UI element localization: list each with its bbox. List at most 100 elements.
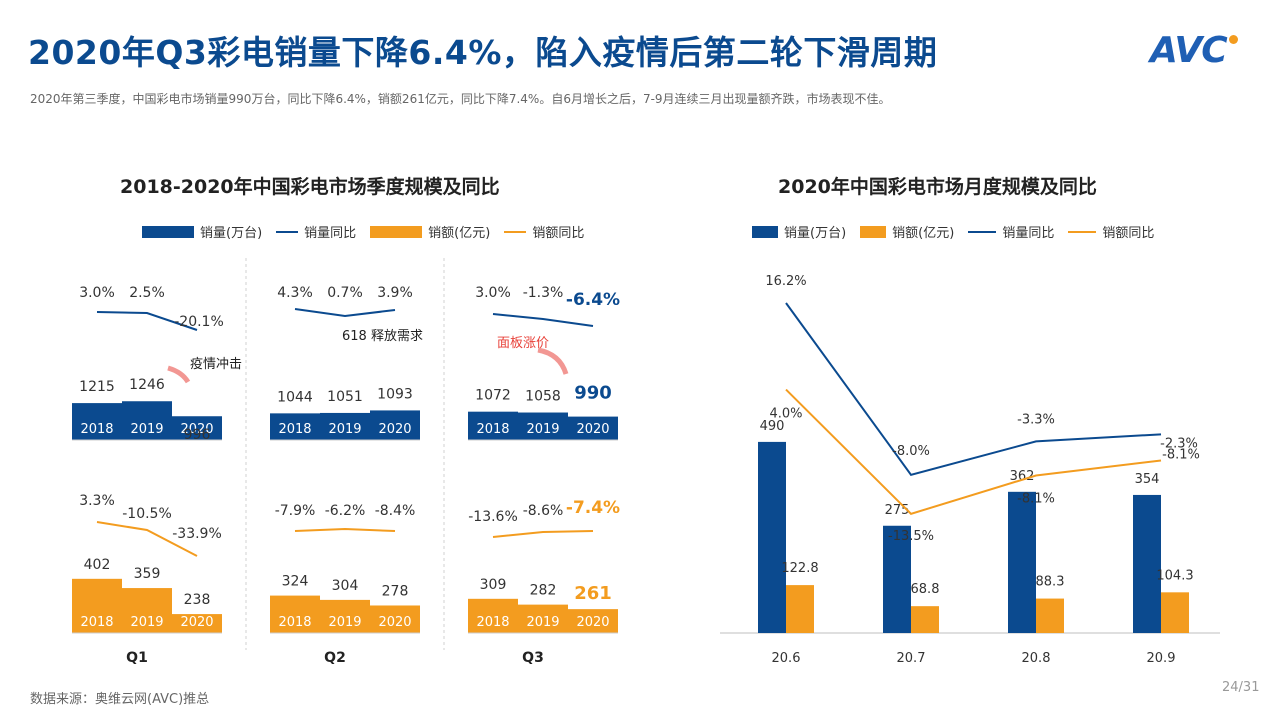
bar-year-label: 2019 bbox=[130, 422, 163, 437]
sales-value-label: 324 bbox=[282, 574, 309, 590]
quarter-label: Q3 bbox=[522, 650, 544, 666]
volume-value-label: 990 bbox=[574, 383, 612, 404]
annotation-arrow bbox=[167, 365, 191, 384]
volume-value-label: 1093 bbox=[377, 386, 413, 402]
legend-swatch-blue-line bbox=[276, 230, 299, 233]
bar-year-label: 2020 bbox=[378, 422, 411, 437]
sales-value-label: 402 bbox=[84, 557, 111, 573]
legend-item-volume: 销量(万台) bbox=[752, 222, 846, 241]
sales-bar bbox=[122, 588, 172, 633]
legend-label: 销量同比 bbox=[304, 226, 357, 241]
sales-yoy-line bbox=[294, 527, 396, 532]
annotation-label: 面板涨价 bbox=[497, 336, 549, 351]
volume-yoy-label: 16.2% bbox=[765, 274, 806, 289]
bar-year-label: 2020 bbox=[180, 422, 213, 437]
legend-label: 销量同比 bbox=[1002, 226, 1055, 241]
page-subtitle: 2020年第三季度，中国彩电市场销量990万台，同比下降6.4%，销额261亿元… bbox=[30, 92, 891, 106]
volume-value-label: 354 bbox=[1135, 472, 1160, 487]
bar-year-label: 2020 bbox=[576, 422, 609, 437]
left-chart-title: 2018-2020年中国彩电市场季度规模及同比 bbox=[120, 176, 500, 198]
sales-value-label: 304 bbox=[332, 578, 359, 594]
bar-year-label: 2020 bbox=[576, 615, 609, 630]
sales-yoy-label: -13.5% bbox=[888, 529, 934, 544]
volume-value-label: 1051 bbox=[327, 389, 363, 405]
sales-bar bbox=[72, 578, 122, 633]
sales-bar bbox=[172, 614, 222, 633]
volume-bar bbox=[270, 413, 320, 440]
volume-bar bbox=[172, 416, 222, 440]
page-number: 24/31 bbox=[1222, 680, 1260, 695]
sales-value-label: 278 bbox=[382, 583, 409, 599]
sales-bar bbox=[370, 605, 420, 633]
x-tick-label: 20.8 bbox=[1022, 651, 1051, 666]
logo-text: AVC bbox=[1150, 30, 1228, 71]
bar-year-label: 2019 bbox=[526, 615, 559, 630]
sales-bar bbox=[911, 606, 939, 633]
sales-yoy-label: -8.1% bbox=[1017, 492, 1055, 507]
volume-yoy-label: 4.3% bbox=[277, 285, 313, 301]
volume-yoy-line bbox=[294, 308, 396, 318]
quarter-label: Q1 bbox=[126, 650, 148, 666]
volume-bar bbox=[370, 410, 420, 440]
volume-bar bbox=[1133, 494, 1161, 633]
right-chart-title: 2020年中国彩电市场月度规模及同比 bbox=[778, 176, 1097, 198]
volume-bar bbox=[758, 441, 786, 633]
bar-year-label: 2019 bbox=[130, 615, 163, 630]
annotation-label: 疫情冲击 bbox=[190, 356, 242, 372]
volume-yoy-label: 3.0% bbox=[79, 285, 115, 301]
volume-yoy-label: 3.0% bbox=[475, 285, 511, 301]
sales-value-label: 88.3 bbox=[1036, 575, 1065, 590]
legend-label: 销额(亿元) bbox=[892, 226, 955, 241]
page-title: 2020年Q3彩电销量下降6.4%，陷入疫情后第二轮下滑周期 bbox=[28, 33, 938, 72]
sales-value-label: 359 bbox=[134, 566, 161, 582]
volume-bar bbox=[518, 412, 568, 440]
legend-label: 销额同比 bbox=[1102, 226, 1155, 241]
legend-item-sales-yoy: 销额同比 bbox=[504, 222, 584, 241]
sales-yoy-label: -7.4% bbox=[566, 498, 620, 518]
volume-bar bbox=[568, 416, 618, 440]
x-tick-label: 20.7 bbox=[897, 651, 926, 666]
volume-yoy-label: -2.3% bbox=[1160, 436, 1198, 451]
sales-yoy-label: -13.6% bbox=[468, 509, 518, 525]
bar-year-label: 2019 bbox=[328, 422, 361, 437]
legend-swatch-orange-line bbox=[504, 230, 527, 233]
volume-value-label: 1058 bbox=[525, 389, 561, 405]
x-tick-label: 20.9 bbox=[1147, 651, 1176, 666]
logo-dot bbox=[1228, 35, 1238, 44]
sales-value-label: 282 bbox=[530, 583, 557, 599]
sales-yoy-label: -7.9% bbox=[275, 503, 316, 519]
sales-yoy-label: -8.4% bbox=[375, 503, 416, 519]
volume-yoy-label: 0.7% bbox=[327, 285, 363, 301]
volume-value-label: 1246 bbox=[129, 377, 165, 393]
annotation-arrow bbox=[537, 347, 569, 375]
avc-logo: AVC bbox=[1150, 30, 1238, 71]
legend-item-sales: 销额(亿元) bbox=[860, 222, 954, 241]
volume-yoy-label: -6.4% bbox=[566, 290, 620, 310]
quarter-label: Q2 bbox=[324, 650, 346, 666]
legend-label: 销量(万台) bbox=[200, 226, 263, 241]
legend-label: 销额同比 bbox=[532, 226, 585, 241]
sales-value-label: 122.8 bbox=[781, 561, 818, 576]
sales-yoy-label: -8.6% bbox=[523, 503, 564, 519]
x-tick-label: 20.6 bbox=[772, 651, 801, 666]
legend-item-volume-yoy: 销量同比 bbox=[276, 222, 356, 241]
sales-yoy-line bbox=[785, 388, 1162, 515]
volume-yoy-label: -1.3% bbox=[523, 285, 564, 301]
volume-yoy-label: -3.3% bbox=[1017, 412, 1055, 427]
legend-swatch-orange-line bbox=[1068, 230, 1097, 233]
left-quarterly-chart: 2018 2018 1215 402 3.0% 3.3% 2019 2019 1246 359 2.… bbox=[72, 258, 620, 666]
volume-value-label: 490 bbox=[760, 419, 785, 434]
data-source: 数据来源：奥维云网(AVC)推总 bbox=[30, 692, 210, 707]
sales-value-label: 104.3 bbox=[1156, 568, 1193, 583]
volume-yoy-label: -20.1% bbox=[174, 314, 224, 330]
sales-yoy-line bbox=[96, 521, 198, 557]
legend-item-sales-yoy: 销额同比 bbox=[1068, 222, 1154, 241]
sales-yoy-label: -10.5% bbox=[122, 506, 172, 522]
volume-value-label: 275 bbox=[885, 503, 910, 518]
volume-bar bbox=[122, 401, 172, 440]
legend-label: 销额(亿元) bbox=[428, 226, 491, 241]
volume-yoy-line bbox=[96, 311, 198, 331]
right-chart-legend: 销量(万台) 销额(亿元) 销量同比 销额同比 bbox=[752, 222, 1168, 241]
sales-bar bbox=[468, 598, 518, 633]
volume-bar bbox=[883, 525, 911, 633]
